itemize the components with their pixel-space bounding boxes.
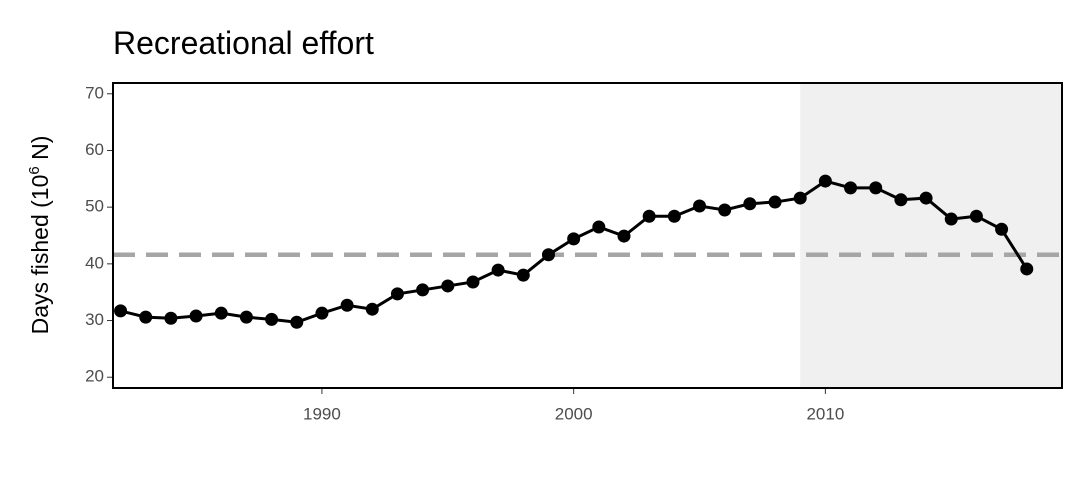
data-point	[818, 174, 832, 188]
data-point	[441, 279, 455, 293]
chart-title: Recreational effort	[113, 25, 374, 61]
data-point	[541, 248, 555, 262]
data-point	[189, 309, 203, 323]
y-tick-label: 30	[85, 310, 104, 329]
data-point	[466, 275, 480, 289]
data-point	[718, 203, 732, 217]
data-point	[239, 310, 253, 324]
data-point	[139, 310, 153, 324]
y-label-main: Days fished (10	[27, 175, 53, 335]
plot-border	[112, 82, 1063, 389]
data-point	[390, 287, 404, 301]
data-point	[567, 232, 581, 246]
data-point	[290, 315, 304, 329]
data-point	[491, 263, 505, 277]
x-tick-label: 1990	[303, 404, 341, 423]
data-point	[667, 209, 681, 223]
y-tick-label: 60	[85, 140, 104, 159]
data-point	[592, 220, 606, 234]
x-tick-label: 2000	[555, 404, 593, 423]
data-point	[365, 302, 379, 316]
data-point	[894, 193, 908, 207]
y-tick-label: 70	[85, 83, 104, 102]
data-point	[416, 283, 430, 297]
data-point	[844, 181, 858, 195]
data-point	[1020, 262, 1034, 276]
y-axis-label: Days fished (106 N)	[26, 136, 53, 335]
y-label-sup: 6	[26, 166, 43, 174]
data-point	[516, 268, 530, 282]
data-point	[944, 212, 958, 226]
data-point	[315, 306, 329, 320]
data-point	[995, 222, 1009, 236]
data-point	[265, 312, 279, 326]
y-tick-label: 40	[85, 253, 104, 272]
data-point	[340, 298, 354, 312]
y-label-end: N)	[27, 136, 53, 167]
data-point	[164, 311, 178, 325]
y-tick-label: 50	[85, 197, 104, 216]
data-point	[214, 306, 228, 320]
data-point	[869, 181, 883, 195]
y-tick-label: 20	[85, 367, 104, 386]
data-point	[642, 209, 656, 223]
data-point	[768, 195, 782, 209]
x-tick-label: 2010	[806, 404, 844, 423]
data-point	[114, 304, 128, 318]
data-point	[919, 191, 933, 205]
data-point	[743, 197, 757, 211]
data-point	[617, 229, 631, 243]
data-point	[693, 199, 707, 213]
data-point	[969, 209, 983, 223]
data-point	[793, 191, 807, 205]
shaded-region	[800, 83, 1062, 388]
